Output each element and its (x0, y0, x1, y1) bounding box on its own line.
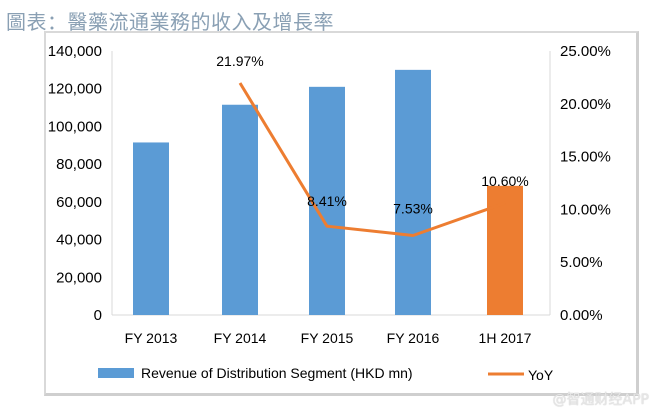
bar-2 (309, 86, 345, 315)
data-label: 8.41% (307, 193, 347, 209)
left-tick-label: 0 (94, 307, 102, 324)
category-label: 1H 2017 (479, 330, 532, 346)
left-tick-label: 40,000 (56, 232, 102, 249)
bar-4 (487, 185, 523, 315)
left-tick-label: 20,000 (56, 269, 102, 286)
category-label: FY 2014 (214, 330, 267, 346)
left-tick-label: 100,000 (48, 118, 102, 135)
chart-frame (44, 31, 639, 396)
data-label: 10.60% (481, 173, 528, 189)
chart-title: 圖表：醫藥流通業務的收入及增長率 (6, 10, 334, 34)
category-label: FY 2016 (387, 330, 440, 346)
legend-bar-label: Revenue of Distribution Segment (HKD mn) (141, 365, 413, 381)
legend-line-label: YoY (528, 367, 554, 383)
right-tick-label: 10.00% (560, 201, 611, 218)
category-label: FY 2015 (301, 330, 354, 346)
right-tick-label: 5.00% (560, 254, 603, 271)
data-label: 7.53% (393, 200, 433, 216)
bar-1 (222, 104, 258, 315)
left-tick-label: 80,000 (56, 156, 102, 173)
category-label: FY 2013 (125, 330, 178, 346)
right-tick-label: 20.00% (560, 96, 611, 113)
right-tick-label: 0.00% (560, 307, 603, 324)
right-tick-label: 25.00% (560, 43, 611, 60)
left-tick-label: 60,000 (56, 194, 102, 211)
bar-3 (395, 69, 431, 315)
legend-bar-swatch (98, 368, 134, 378)
left-tick-label: 140,000 (48, 43, 102, 60)
data-label: 21.97% (216, 53, 263, 69)
yoy-line (238, 82, 506, 237)
left-tick-label: 120,000 (48, 81, 102, 98)
watermark: @智通财经APP (552, 392, 649, 408)
bar-0 (133, 142, 169, 315)
right-tick-label: 15.00% (560, 149, 611, 166)
